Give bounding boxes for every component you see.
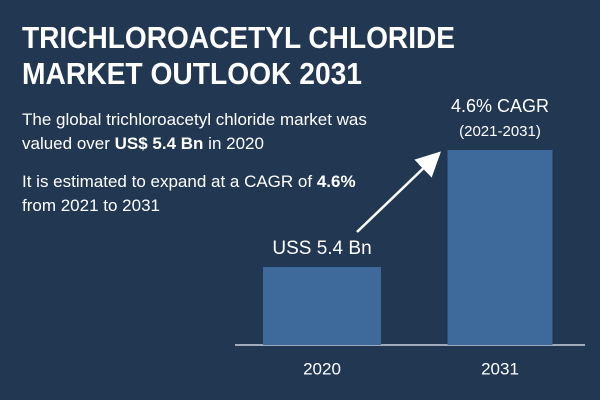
bar — [263, 267, 381, 345]
paragraph: The global trichloroacetyl chloride mark… — [22, 108, 374, 156]
title-line: TRICHLOROACETYL CHLORIDE — [22, 20, 455, 55]
value-label: USS 5.4 Bn — [272, 238, 371, 259]
text: It is estimated to expand at a CAGR of — [22, 172, 317, 191]
text: from 2021 to 2031 — [22, 196, 160, 215]
cagr-label: 4.6% CAGR — [451, 96, 549, 116]
title-line: MARKET OUTLOOK 2031 — [22, 56, 362, 91]
text: The global trichloroacetyl chloride mark… — [22, 110, 367, 153]
x-tick-label: 2031 — [481, 359, 519, 378]
text: in 2020 — [203, 134, 264, 153]
paragraph: It is estimated to expand at a CAGR of 4… — [22, 170, 374, 218]
bar — [447, 150, 553, 345]
growth-arrow — [356, 151, 442, 233]
bold-text: US$ 5.4 Bn — [114, 134, 204, 153]
cagr-period: (2021-2031) — [459, 123, 541, 140]
bold-text: 4.6% — [316, 172, 356, 191]
x-tick-label: 2020 — [303, 359, 341, 378]
